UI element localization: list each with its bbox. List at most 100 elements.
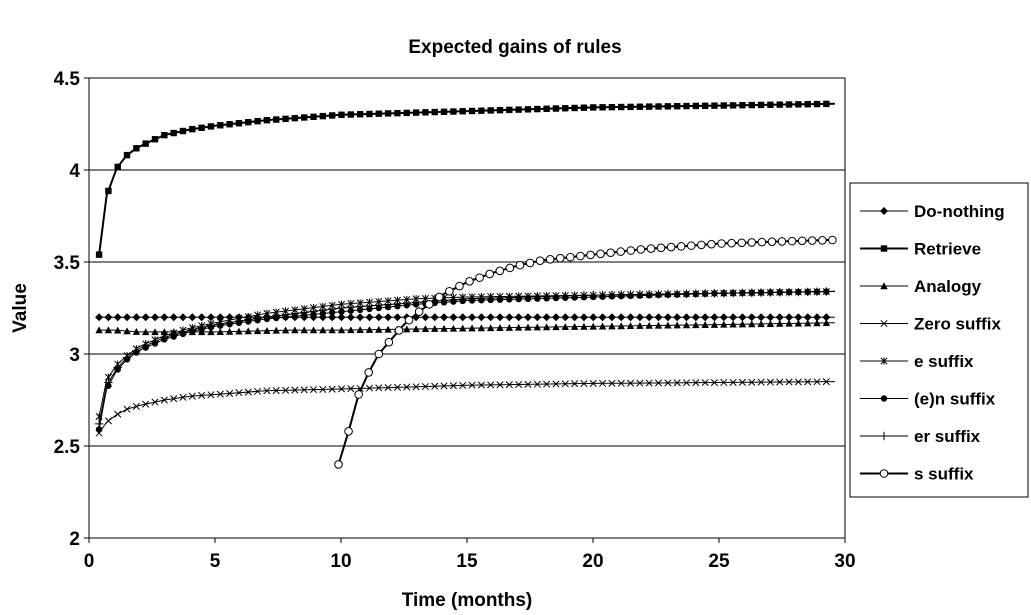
marker-plus <box>794 287 803 297</box>
marker-plus <box>402 298 411 308</box>
legend-item: (e)n suffix <box>860 390 996 409</box>
marker-circle <box>586 250 595 260</box>
marker-circle <box>525 258 535 268</box>
marker-circle <box>737 238 746 248</box>
marker-diamond <box>113 313 122 322</box>
marker-circle <box>807 236 817 245</box>
marker-x <box>449 382 457 390</box>
marker-x <box>142 400 150 408</box>
marker-circle <box>747 238 757 247</box>
marker-square <box>748 101 755 109</box>
marker-diamond <box>589 313 598 322</box>
marker-circle <box>445 286 454 296</box>
marker-diamond <box>794 313 803 322</box>
marker-plus <box>542 292 551 301</box>
marker-x <box>431 382 439 390</box>
marker-x <box>533 380 541 388</box>
marker-plus <box>663 289 673 299</box>
legend-label: s suffix <box>914 465 974 484</box>
marker-x <box>123 405 131 413</box>
marker-triangle <box>701 321 709 328</box>
marker-circle <box>394 326 404 335</box>
marker-circle <box>414 307 424 316</box>
marker-circle <box>475 273 484 282</box>
marker-triangle <box>151 328 159 336</box>
marker-diamond <box>533 313 542 322</box>
marker-square <box>711 102 718 109</box>
marker-circle <box>707 239 716 249</box>
marker-triangle <box>608 322 616 330</box>
marker-triangle <box>570 322 579 330</box>
marker-square <box>571 104 578 112</box>
marker-x <box>282 386 290 394</box>
legend-label: Zero suffix <box>914 315 1001 334</box>
marker-triangle <box>785 319 793 327</box>
marker-triangle <box>281 326 290 334</box>
marker-square <box>459 108 466 115</box>
marker-square <box>478 107 485 114</box>
marker-x <box>291 386 299 394</box>
marker-plus <box>579 291 589 300</box>
marker-x <box>822 378 830 386</box>
marker-diamond <box>757 313 766 322</box>
marker-triangle <box>822 319 831 327</box>
marker-triangle <box>720 320 728 328</box>
marker-square <box>776 101 783 108</box>
marker-x <box>552 380 560 388</box>
marker-x <box>468 381 476 389</box>
marker-diamond <box>449 313 458 322</box>
marker-plus <box>551 292 561 301</box>
marker-square <box>636 103 644 110</box>
marker-x <box>216 390 224 398</box>
marker-x <box>235 389 243 397</box>
marker-triangle <box>794 319 803 327</box>
marker-diamond <box>337 313 346 322</box>
marker-plus <box>505 293 514 302</box>
marker-x <box>673 379 681 387</box>
marker-diamond <box>542 313 551 322</box>
marker-x <box>477 381 485 389</box>
marker-diamond <box>747 313 756 322</box>
marker-x <box>785 378 793 386</box>
marker-square <box>403 109 410 117</box>
marker-circle <box>666 242 676 252</box>
marker-square <box>720 102 727 109</box>
marker-x <box>114 410 122 418</box>
marker-circle <box>646 244 656 253</box>
marker-x <box>421 382 429 391</box>
marker-diamond <box>775 313 784 322</box>
marker-triangle <box>757 320 765 328</box>
marker-plus <box>188 325 197 334</box>
marker-plus <box>244 315 253 324</box>
marker-triangle <box>710 320 719 328</box>
marker-diamond <box>104 313 113 322</box>
marker-x <box>207 391 215 399</box>
marker-x <box>244 388 252 396</box>
marker-x <box>375 384 383 392</box>
marker-plus <box>206 321 216 330</box>
marker-square <box>552 105 560 112</box>
marker-circle <box>495 266 505 276</box>
marker-square <box>95 251 103 258</box>
marker-diamond <box>328 313 337 322</box>
marker-circle <box>434 292 444 302</box>
marker-triangle <box>244 327 252 335</box>
marker-triangle <box>880 282 888 290</box>
marker-square <box>701 102 709 110</box>
marker-square <box>123 151 131 159</box>
marker-plus <box>486 293 495 303</box>
marker-diamond <box>570 313 579 322</box>
marker-plus <box>290 309 300 318</box>
marker-square <box>562 105 569 112</box>
marker-square <box>524 106 532 113</box>
marker-diamond <box>141 313 150 322</box>
marker-diamond <box>598 313 607 322</box>
marker-circle <box>717 239 726 248</box>
marker-plus <box>467 294 477 303</box>
marker-x <box>160 396 168 404</box>
marker-square <box>673 103 681 110</box>
marker-triangle <box>328 326 336 334</box>
marker-circle <box>404 315 414 325</box>
marker-square <box>301 114 308 121</box>
